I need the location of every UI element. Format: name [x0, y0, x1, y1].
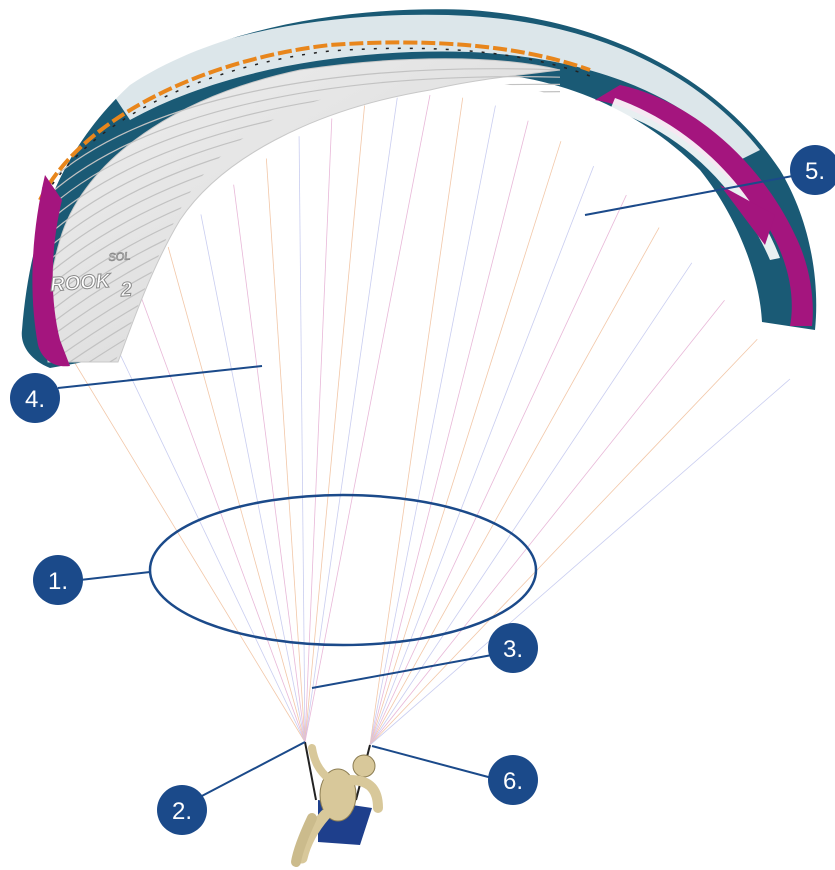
suspension-line [304, 105, 365, 743]
callout-6: 6. [488, 755, 538, 805]
callout-1: 1. [33, 555, 83, 605]
suspension-line [200, 214, 306, 743]
callout-3: 3. [488, 623, 538, 673]
pilot-head [352, 754, 376, 778]
svg-text:1.: 1. [48, 568, 68, 595]
suspension-line [167, 246, 306, 743]
suspension-line [304, 97, 398, 743]
suspension-line [233, 184, 306, 743]
right-wingtip [595, 85, 813, 326]
suspension-line [265, 158, 306, 743]
orange-stripe [38, 40, 591, 201]
svg-text:4.: 4. [25, 386, 45, 413]
svg-text:5.: 5. [805, 158, 825, 185]
suspension-line [369, 194, 627, 746]
suspension-line [369, 227, 660, 746]
svg-text:3.: 3. [503, 636, 523, 663]
suspension-line [69, 354, 306, 743]
suspension-line [298, 136, 306, 743]
callout-2: 2. [157, 785, 207, 835]
left-wingtip [32, 175, 70, 367]
callout-4: 4. [10, 373, 60, 423]
canopy-rib [40, 68, 561, 191]
canopy-underside [46, 58, 561, 363]
svg-text:SOL: SOL [108, 250, 131, 264]
suspension-line [369, 105, 496, 746]
suspension-line [369, 262, 693, 746]
suspension-line [369, 338, 758, 746]
svg-text:6.: 6. [503, 768, 523, 795]
suspension-line [369, 97, 464, 746]
svg-text:2: 2 [119, 278, 133, 301]
pilot [291, 741, 383, 867]
suspension-line [369, 165, 595, 746]
suspension-line [102, 317, 306, 743]
suspension-line [304, 94, 431, 743]
suspension-line [369, 300, 725, 746]
callouts: 1. 2. 3. 4. 5. 6. [10, 145, 835, 835]
svg-text:2.: 2. [172, 798, 192, 825]
suspension-line [304, 118, 333, 743]
wing-logo: SOL ROOK 2 [49, 250, 133, 302]
callout-5: 5. [790, 145, 835, 195]
suspension-line [369, 141, 562, 746]
canopy: SOL ROOK 2 [21, 9, 817, 369]
svg-text:ROOK: ROOK [49, 270, 112, 296]
suspension-line [369, 378, 791, 746]
canopy-rib [40, 76, 561, 203]
line-cascade-ellipse [148, 493, 538, 647]
suspension-lines [69, 94, 791, 746]
